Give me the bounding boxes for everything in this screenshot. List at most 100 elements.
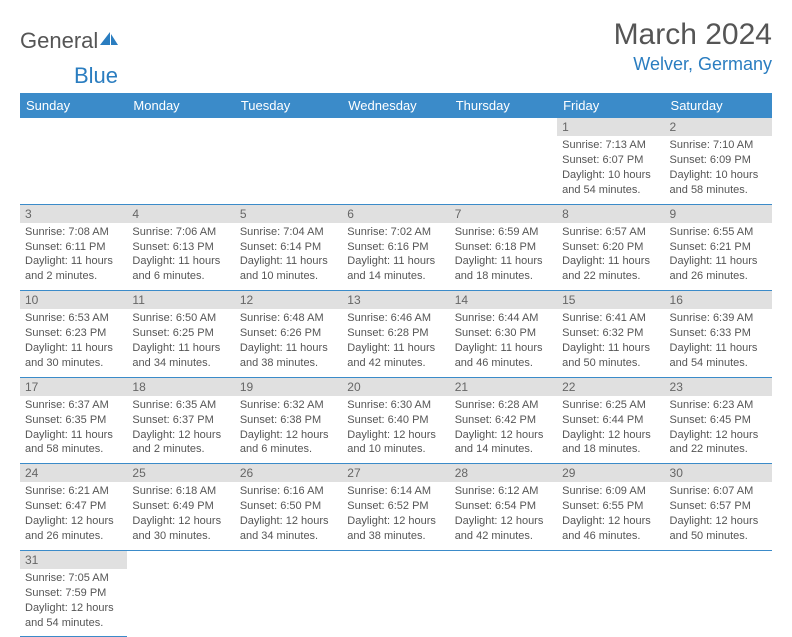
day-details: Sunrise: 6:53 AMSunset: 6:23 PMDaylight:… xyxy=(25,311,122,370)
sunrise-text: Sunrise: 6:57 AM xyxy=(562,225,659,240)
sunrise-text: Sunrise: 6:28 AM xyxy=(455,398,552,413)
day-number: 30 xyxy=(665,464,772,482)
logo-text-1: General xyxy=(20,28,98,54)
sunrise-text: Sunrise: 6:07 AM xyxy=(670,484,767,499)
day-number: 26 xyxy=(235,464,342,482)
daylight-text: Daylight: 12 hours and 18 minutes. xyxy=(562,428,659,458)
day-number: 21 xyxy=(450,378,557,396)
daylight-text: Daylight: 11 hours and 26 minutes. xyxy=(670,254,767,284)
day-number: 28 xyxy=(450,464,557,482)
daylight-text: Daylight: 12 hours and 30 minutes. xyxy=(132,514,229,544)
calendar-body: 1Sunrise: 7:13 AMSunset: 6:07 PMDaylight… xyxy=(20,118,772,637)
col-saturday: Saturday xyxy=(665,93,772,118)
sunrise-text: Sunrise: 6:53 AM xyxy=(25,311,122,326)
sunset-text: Sunset: 6:33 PM xyxy=(670,326,767,341)
calendar-cell: 9Sunrise: 6:55 AMSunset: 6:21 PMDaylight… xyxy=(665,204,772,291)
day-details: Sunrise: 7:08 AMSunset: 6:11 PMDaylight:… xyxy=(25,225,122,284)
calendar-cell xyxy=(235,118,342,204)
sunrise-text: Sunrise: 6:44 AM xyxy=(455,311,552,326)
sunrise-text: Sunrise: 6:41 AM xyxy=(562,311,659,326)
calendar-cell: 30Sunrise: 6:07 AMSunset: 6:57 PMDayligh… xyxy=(665,464,772,551)
calendar-cell: 4 Sunrise: 7:06 AMSunset: 6:13 PMDaylight… xyxy=(127,204,234,291)
calendar-row: 24Sunrise: 6:21 AMSunset: 6:47 PMDayligh… xyxy=(20,464,772,551)
sunset-text: Sunset: 6:52 PM xyxy=(347,499,444,514)
daylight-text: Daylight: 12 hours and 22 minutes. xyxy=(670,428,767,458)
day-number: 13 xyxy=(342,291,449,309)
calendar-cell: 22Sunrise: 6:25 AMSunset: 6:44 PMDayligh… xyxy=(557,377,664,464)
daylight-text: Daylight: 12 hours and 42 minutes. xyxy=(455,514,552,544)
sunrise-text: Sunrise: 7:10 AM xyxy=(670,138,767,153)
calendar-row: 17Sunrise: 6:37 AMSunset: 6:35 PMDayligh… xyxy=(20,377,772,464)
day-details: Sunrise: 7:05 AMSunset: 7:59 PMDaylight:… xyxy=(25,571,122,630)
day-number: 9 xyxy=(665,205,772,223)
day-details: Sunrise: 6:16 AMSunset: 6:50 PMDaylight:… xyxy=(240,484,337,543)
daylight-text: Daylight: 11 hours and 22 minutes. xyxy=(562,254,659,284)
day-number: 27 xyxy=(342,464,449,482)
daylight-text: Daylight: 12 hours and 46 minutes. xyxy=(562,514,659,544)
calendar-row: 1Sunrise: 7:13 AMSunset: 6:07 PMDaylight… xyxy=(20,118,772,204)
calendar-cell: 11 Sunrise: 6:50 AMSunset: 6:25 PMDayligh… xyxy=(127,291,234,378)
daylight-text: Daylight: 11 hours and 38 minutes. xyxy=(240,341,337,371)
day-number: 16 xyxy=(665,291,772,309)
daylight-text: Daylight: 11 hours and 18 minutes. xyxy=(455,254,552,284)
day-number: 29 xyxy=(557,464,664,482)
day-number: 5 xyxy=(235,205,342,223)
sunrise-text: Sunrise: 6:23 AM xyxy=(670,398,767,413)
day-number: 31 xyxy=(20,551,127,569)
calendar-cell: 10Sunrise: 6:53 AMSunset: 6:23 PMDayligh… xyxy=(20,291,127,378)
calendar-cell: 25Sunrise: 6:18 AMSunset: 6:49 PMDayligh… xyxy=(127,464,234,551)
sunset-text: Sunset: 6:49 PM xyxy=(132,499,229,514)
day-details: Sunrise: 6:39 AMSunset: 6:33 PMDaylight:… xyxy=(670,311,767,370)
calendar-cell: 12Sunrise: 6:48 AMSunset: 6:26 PMDayligh… xyxy=(235,291,342,378)
sunrise-text: Sunrise: 6:09 AM xyxy=(562,484,659,499)
daylight-text: Daylight: 11 hours and 10 minutes. xyxy=(240,254,337,284)
calendar-cell: 6Sunrise: 7:02 AMSunset: 6:16 PMDaylight… xyxy=(342,204,449,291)
day-details: Sunrise: 7:10 AMSunset: 6:09 PMDaylight:… xyxy=(670,138,767,197)
day-number: 20 xyxy=(342,378,449,396)
daylight-text: Daylight: 12 hours and 50 minutes. xyxy=(670,514,767,544)
sunrise-text: Sunrise: 7:04 AM xyxy=(240,225,337,240)
day-number: 14 xyxy=(450,291,557,309)
calendar-cell: 24Sunrise: 6:21 AMSunset: 6:47 PMDayligh… xyxy=(20,464,127,551)
day-details: Sunrise: 6:50 AMSunset: 6:25 PMDaylight:… xyxy=(132,311,229,370)
calendar-cell xyxy=(665,550,772,637)
calendar-cell: 8Sunrise: 6:57 AMSunset: 6:20 PMDaylight… xyxy=(557,204,664,291)
daylight-text: Daylight: 12 hours and 38 minutes. xyxy=(347,514,444,544)
sunset-text: Sunset: 6:35 PM xyxy=(25,413,122,428)
day-details: Sunrise: 6:12 AMSunset: 6:54 PMDaylight:… xyxy=(455,484,552,543)
sunrise-text: Sunrise: 6:55 AM xyxy=(670,225,767,240)
sunrise-text: Sunrise: 7:08 AM xyxy=(25,225,122,240)
sunrise-text: Sunrise: 6:18 AM xyxy=(132,484,229,499)
calendar-cell xyxy=(450,550,557,637)
sunrise-text: Sunrise: 6:12 AM xyxy=(455,484,552,499)
day-details: Sunrise: 6:32 AMSunset: 6:38 PMDaylight:… xyxy=(240,398,337,457)
day-details: Sunrise: 6:28 AMSunset: 6:42 PMDaylight:… xyxy=(455,398,552,457)
calendar-cell: 23Sunrise: 6:23 AMSunset: 6:45 PMDayligh… xyxy=(665,377,772,464)
day-details: Sunrise: 6:41 AMSunset: 6:32 PMDaylight:… xyxy=(562,311,659,370)
sunset-text: Sunset: 6:32 PM xyxy=(562,326,659,341)
sunset-text: Sunset: 6:13 PM xyxy=(132,240,229,255)
daylight-text: Daylight: 11 hours and 2 minutes. xyxy=(25,254,122,284)
daylight-text: Daylight: 12 hours and 6 minutes. xyxy=(240,428,337,458)
calendar-cell: 14Sunrise: 6:44 AMSunset: 6:30 PMDayligh… xyxy=(450,291,557,378)
daylight-text: Daylight: 12 hours and 2 minutes. xyxy=(132,428,229,458)
day-number: 1 xyxy=(557,118,664,136)
day-number: 11 xyxy=(127,291,234,309)
day-details: Sunrise: 7:06 AMSunset: 6:13 PMDaylight:… xyxy=(132,225,229,284)
sunrise-text: Sunrise: 6:37 AM xyxy=(25,398,122,413)
calendar-cell xyxy=(342,550,449,637)
day-number: 12 xyxy=(235,291,342,309)
calendar-cell: 29Sunrise: 6:09 AMSunset: 6:55 PMDayligh… xyxy=(557,464,664,551)
calendar-cell: 16 Sunrise: 6:39 AMSunset: 6:33 PMDayligh… xyxy=(665,291,772,378)
day-number: 24 xyxy=(20,464,127,482)
sunrise-text: Sunrise: 6:21 AM xyxy=(25,484,122,499)
calendar-row: 3Sunrise: 7:08 AMSunset: 6:11 PMDaylight… xyxy=(20,204,772,291)
calendar-row: 10Sunrise: 6:53 AMSunset: 6:23 PMDayligh… xyxy=(20,291,772,378)
day-number: 17 xyxy=(20,378,127,396)
day-details: Sunrise: 6:37 AMSunset: 6:35 PMDaylight:… xyxy=(25,398,122,457)
day-number: 4 xyxy=(127,205,234,223)
col-thursday: Thursday xyxy=(450,93,557,118)
col-wednesday: Wednesday xyxy=(342,93,449,118)
daylight-text: Daylight: 11 hours and 50 minutes. xyxy=(562,341,659,371)
day-number: 22 xyxy=(557,378,664,396)
